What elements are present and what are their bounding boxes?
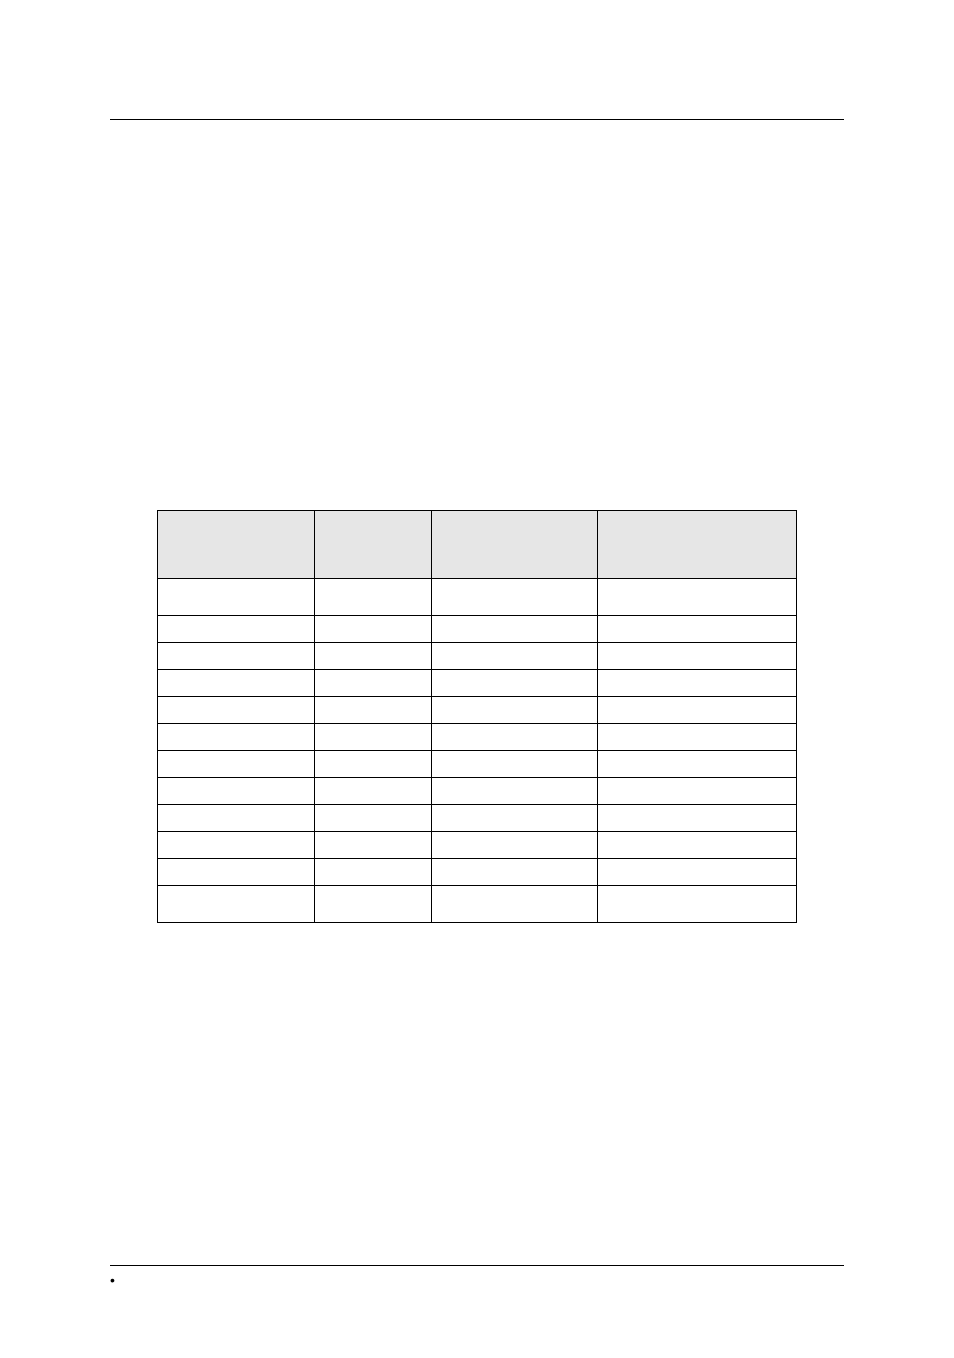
table-cell: rectangular [431, 750, 598, 777]
table-row: Sample pressureBrectangular0.2 % [158, 750, 797, 777]
table-cell: rectangular [431, 858, 598, 885]
table-cell: ± 0.5 % [598, 858, 797, 885]
table-cell: Interference from H₂O [158, 804, 315, 831]
table-row: Analyser linearityBrectangular± 1.0 % [158, 615, 797, 642]
col-header-uncertainty: Standard uncertainty [598, 510, 797, 578]
table-cell: normal [431, 642, 598, 669]
footer-left-text: Method Validation Report [121, 1274, 244, 1286]
table-row: Interference from H₂OBrectangular± 0.7 % [158, 804, 797, 831]
table-cell: rectangular [431, 696, 598, 723]
table-cell: B [314, 777, 431, 804]
table-row: Sampling line lossesBrectangular± 0.5 % [158, 858, 797, 885]
table-cell: B [314, 885, 431, 922]
table-cell: B [314, 696, 431, 723]
table-cell: ± 0.4 % [598, 669, 797, 696]
table-cell: ± 0.3 % [598, 642, 797, 669]
table-cell: rectangular [431, 804, 598, 831]
table-cell: Averaging / data acquisition [158, 885, 315, 922]
table-row: Repeatability at spanAnormal± 0.4 % [158, 669, 797, 696]
table-cell: rectangular [431, 885, 598, 922]
paragraph-1: The uncertainty associated with the meas… [110, 232, 844, 294]
table-cell: Sample temperature [158, 777, 315, 804]
table-cell: B [314, 831, 431, 858]
table-cell: rectangular [431, 615, 598, 642]
header-rule [110, 65, 844, 120]
table-cell: normal [431, 578, 598, 615]
table-row: Zero drift (24 h)Brectangular0.6 % [158, 696, 797, 723]
table-cell: ± 0.7 % [598, 804, 797, 831]
table-cell: Analyser linearity [158, 615, 315, 642]
table-footnote-2: The resulting combined standard uncertai… [110, 992, 844, 1025]
table-cell: 0.6 % [598, 696, 797, 723]
col-header-source: Source of uncertainty [158, 510, 315, 578]
table-cell: Repeatability at zero [158, 642, 315, 669]
paragraph-3: The expanded uncertainty is obtained by … [110, 410, 844, 472]
table-cell: Zero drift (24 h) [158, 696, 315, 723]
table-cell: normal [431, 669, 598, 696]
table-cell: B [314, 804, 431, 831]
table-header-row: Source of uncertainty Type Probability d… [158, 510, 797, 578]
table-cell: rectangular [431, 723, 598, 750]
table-cell: Span drift (24 h) [158, 723, 315, 750]
table-cell: ± 0.4 % [598, 831, 797, 858]
col-header-type: Type [314, 510, 431, 578]
table-cell: 0.8 % [598, 723, 797, 750]
table-cell: Sampling line losses [158, 858, 315, 885]
table-cell: Repeatability at span [158, 669, 315, 696]
table-cell: B [314, 578, 431, 615]
table-cell: B [314, 858, 431, 885]
table-cell: rectangular [431, 777, 598, 804]
table-cell: B [314, 615, 431, 642]
table-cell: A [314, 642, 431, 669]
table-cell: B [314, 723, 431, 750]
table-cell: Calibration gas concentration [158, 578, 315, 615]
uncertainty-table: Source of uncertainty Type Probability d… [157, 510, 797, 923]
page-footer: • Method Validation Report Page 24 of 68 [110, 1265, 844, 1288]
table-row: Interference from CO₂Brectangular± 0.4 % [158, 831, 797, 858]
section-subheading: 2.4.1 Combined Standard Uncertainty [110, 199, 844, 216]
table-cell: rectangular [431, 831, 598, 858]
table-cell: ± 1.0 % [598, 615, 797, 642]
table-row: Sample temperatureBrectangular0.3 % [158, 777, 797, 804]
table-row: Repeatability at zeroAnormal± 0.3 % [158, 642, 797, 669]
table-cell: 0.2 % [598, 750, 797, 777]
table-footnote-1: Note: Standard uncertainties are express… [110, 947, 844, 980]
table-caption: Table 2-1. Uncertainty budget for the me… [110, 488, 844, 502]
table-cell: A [314, 669, 431, 696]
table-cell: Sample pressure [158, 750, 315, 777]
footer-left: • Method Validation Report [110, 1272, 244, 1288]
section-title: 2.4 Uncertainty Analysis [110, 160, 844, 181]
col-header-distribution: Probability distribution [431, 510, 598, 578]
footer-right-text: Page 24 of 68 [775, 1274, 844, 1286]
paragraph-2: Each source of uncertainty is classified… [110, 310, 844, 393]
table-cell: Interference from CO₂ [158, 831, 315, 858]
table-row: Span drift (24 h)Brectangular0.8 % [158, 723, 797, 750]
table-cell: B [314, 750, 431, 777]
table-cell: ± 0.2 % [598, 885, 797, 922]
bullet-icon: • [110, 1272, 115, 1288]
footer-rule [110, 1265, 844, 1266]
table-row: Averaging / data acquisitionBrectangular… [158, 885, 797, 922]
table-cell: 0.3 % [598, 777, 797, 804]
table-cell: ± 0.5 % [598, 578, 797, 615]
table-row: Calibration gas concentrationBnormal± 0.… [158, 578, 797, 615]
